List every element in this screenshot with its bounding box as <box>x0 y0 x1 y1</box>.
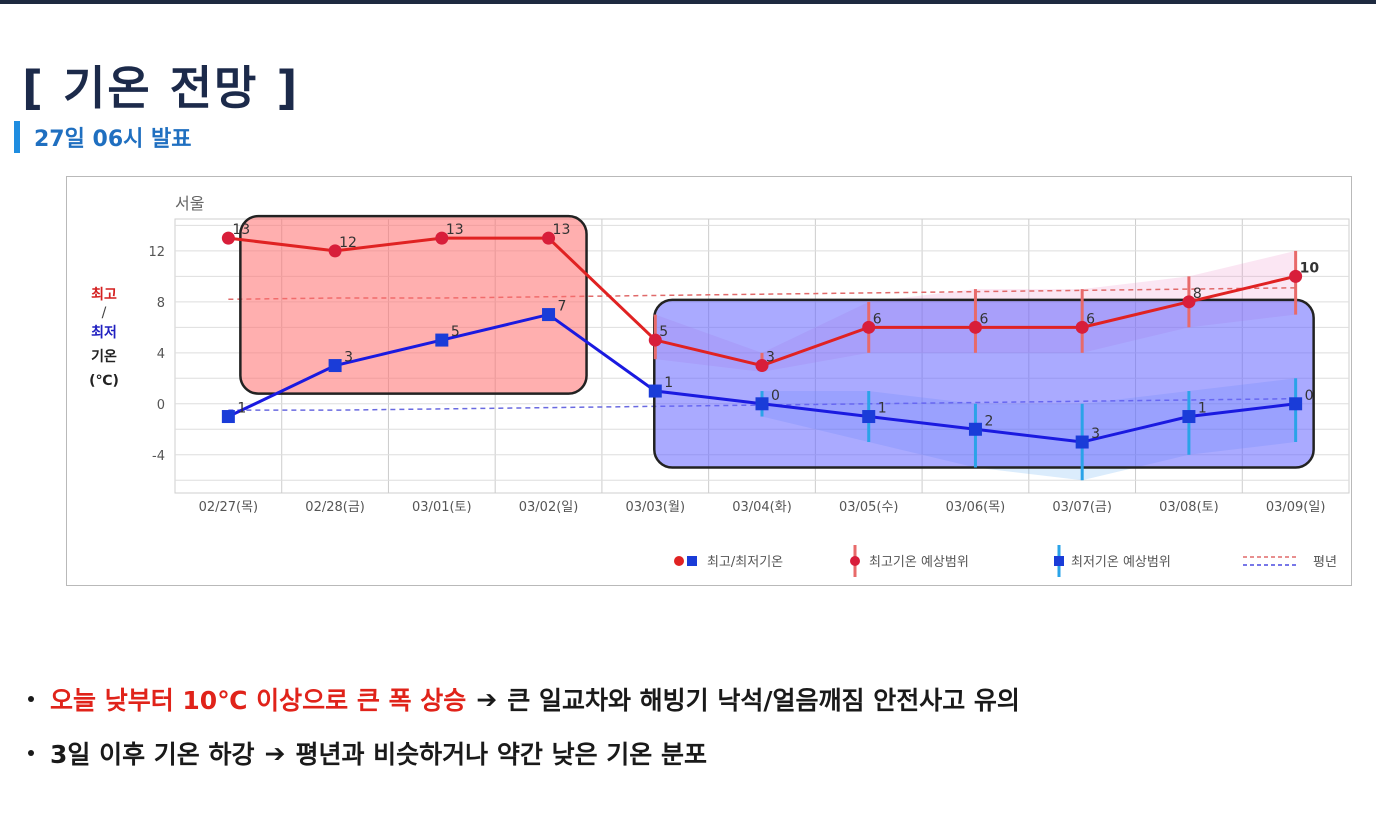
max-data-label: 8 <box>1193 286 1202 302</box>
max-data-label: 5 <box>659 324 668 340</box>
ylabel-slash: / <box>102 305 107 321</box>
legend-label: 평년 <box>1313 555 1337 570</box>
bullet-list: 오늘 낮부터 10℃ 이상으로 큰 폭 상승 ➔ 큰 일교차와 해빙기 낙석/얼… <box>28 672 1020 780</box>
legend-min-marker <box>687 556 697 566</box>
ylabel-unit: (℃) <box>89 373 119 389</box>
x-tick-label: 03/04(화) <box>732 500 792 515</box>
x-tick-label: 03/03(월) <box>625 500 685 515</box>
x-tick-label: 03/02(일) <box>519 500 579 515</box>
min-temp-point <box>221 410 235 424</box>
min-data-label: 3 <box>1091 426 1100 442</box>
min-temp-point <box>1182 410 1196 424</box>
max-temp-point <box>968 320 982 334</box>
bullet-lead: 3일 이후 기온 하강 <box>50 740 255 769</box>
page-title: [ 기온 전망 ] <box>22 61 300 115</box>
top-bar <box>0 0 1376 4</box>
max-data-label: 12 <box>339 235 357 251</box>
chart-title: 서울 <box>175 194 204 213</box>
max-temp-point <box>221 231 235 245</box>
subtitle-accent-bar <box>14 121 20 153</box>
max-temp-point <box>648 333 662 347</box>
min-data-label: 1 <box>664 375 673 391</box>
min-data-label: 2 <box>984 413 993 429</box>
max-temp-point <box>1289 269 1303 283</box>
x-tick-label: 03/09(일) <box>1266 500 1326 515</box>
min-data-label: 5 <box>451 324 460 340</box>
bullet-item: 3일 이후 기온 하강 ➔ 평년과 비슷하거나 약간 낮은 기온 분포 <box>28 726 1020 780</box>
x-tick-label: 02/28(금) <box>305 500 365 515</box>
y-tick-label: 8 <box>157 296 165 311</box>
max-temp-point <box>1075 320 1089 334</box>
min-temp-point <box>648 384 662 398</box>
max-temp-point <box>1182 295 1196 309</box>
bullet-dot <box>28 696 34 702</box>
ylabel-name: 기온 <box>91 349 117 365</box>
max-data-label: 3 <box>766 350 775 366</box>
y-tick-label: 0 <box>157 398 165 413</box>
min-data-label: 1 <box>1198 401 1207 417</box>
arrow-icon: ➔ <box>476 684 498 714</box>
max-data-label: 6 <box>873 311 882 327</box>
subtitle: 27일 06시 발표 <box>34 127 192 152</box>
y-tick-label: 4 <box>157 347 165 362</box>
bullet-highlight: 오늘 낮부터 10℃ 이상으로 큰 폭 상승 <box>50 686 467 715</box>
min-temp-point <box>862 410 876 424</box>
x-tick-label: 03/06(목) <box>946 500 1006 515</box>
x-tick-label: 03/08(토) <box>1159 500 1219 515</box>
min-data-label: 1 <box>237 401 246 417</box>
min-temp-point <box>968 422 982 436</box>
min-data-label: 0 <box>1305 388 1314 404</box>
max-data-label: 13 <box>232 222 250 238</box>
chart-box: 12 8 4 0 -4 02/27(목) 02/28(금) 03/01(토) 03/02(일) 0… <box>66 176 1352 586</box>
min-data-label: 3 <box>344 350 353 366</box>
min-data-label: 0 <box>771 388 780 404</box>
bullet-text: 평년과 비슷하거나 약간 낮은 기온 분포 <box>295 740 707 769</box>
subtitle-block: 27일 06시 발표 <box>14 120 192 154</box>
normal-max-line <box>228 287 1296 301</box>
min-temp-point <box>328 359 342 373</box>
min-temp-point <box>435 333 449 347</box>
x-tick-label: 03/07(금) <box>1052 500 1112 515</box>
y-tick-label: -4 <box>152 449 165 464</box>
legend-min-range-marker <box>1054 556 1064 566</box>
legend-label: 최고/최저기온 <box>707 555 783 570</box>
legend-label: 최저기온 예상범위 <box>1071 555 1171 570</box>
max-temp-point <box>435 231 449 245</box>
min-temp-point <box>1075 435 1089 449</box>
max-data-label: 6 <box>979 311 988 327</box>
bullet-item: 오늘 낮부터 10℃ 이상으로 큰 폭 상승 ➔ 큰 일교차와 해빙기 낙석/얼… <box>28 672 1020 726</box>
highlight-box-red <box>239 214 588 395</box>
max-data-label: 13 <box>446 222 464 238</box>
min-temp-point <box>542 308 556 322</box>
arrow-icon: ➔ <box>264 738 286 768</box>
x-tick-label: 03/05(수) <box>839 500 899 515</box>
legend-label: 최고기온 예상범위 <box>869 555 969 570</box>
ylabel-min: 최저 <box>91 325 117 341</box>
x-tick-label: 02/27(목) <box>199 500 259 515</box>
min-data-label: 7 <box>558 299 567 315</box>
max-data-label: 10 <box>1300 260 1320 276</box>
min-temp-point <box>1289 397 1303 411</box>
bullet-dot <box>28 750 34 756</box>
max-temp-point <box>328 244 342 258</box>
max-temp-point <box>862 320 876 334</box>
max-temp-point <box>542 231 556 245</box>
y-tick-label: 12 <box>148 245 165 260</box>
min-data-label: 1 <box>878 401 887 417</box>
max-data-label: 13 <box>553 222 571 238</box>
ylabel-max: 최고 <box>91 287 117 303</box>
bullet-text: 큰 일교차와 해빙기 낙석/얼음깨짐 안전사고 유의 <box>507 686 1020 715</box>
min-temp-point <box>755 397 769 411</box>
max-data-label: 6 <box>1086 311 1095 327</box>
x-tick-label: 03/01(토) <box>412 500 472 515</box>
max-temp-point <box>755 359 769 373</box>
legend-max-marker <box>674 556 684 566</box>
legend-max-range-marker <box>850 556 860 566</box>
